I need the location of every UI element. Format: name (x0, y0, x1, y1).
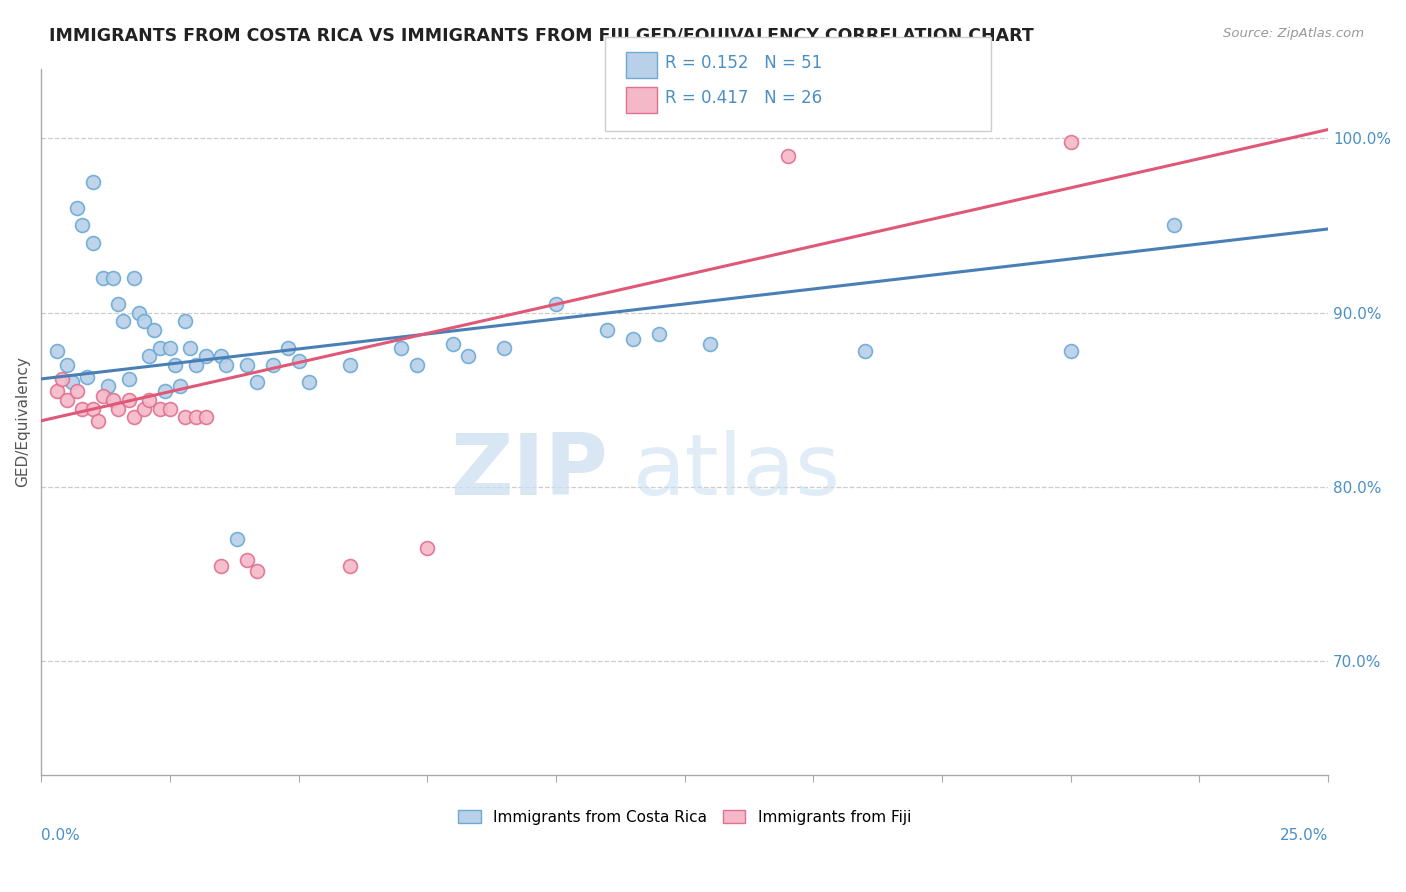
Point (66, 384, 89, 399)
Point (91, 389, 114, 403)
Point (60, 376, 83, 390)
Point (494, 341, 516, 355)
Point (82, 235, 104, 250)
Point (544, 297, 567, 311)
Point (298, 376, 321, 390)
Point (699, 337, 721, 351)
Point (391, 341, 413, 355)
Point (236, 358, 259, 372)
Point (72, 401, 94, 416)
Point (122, 270, 145, 285)
Point (56, 358, 79, 372)
Point (225, 533, 247, 547)
Text: R = 0.417   N = 26: R = 0.417 N = 26 (665, 89, 823, 107)
Point (174, 314, 197, 328)
Point (45, 384, 67, 399)
Text: Source: ZipAtlas.com: Source: ZipAtlas.com (1223, 27, 1364, 40)
Point (236, 553, 259, 567)
Point (194, 349, 217, 363)
Point (406, 358, 429, 372)
Point (159, 401, 181, 416)
Point (97, 379, 120, 393)
Point (339, 558, 361, 573)
Point (107, 297, 129, 311)
Point (416, 541, 439, 555)
Point (441, 337, 464, 351)
Point (148, 401, 170, 416)
Point (169, 379, 191, 393)
Point (112, 314, 135, 328)
Point (122, 410, 145, 425)
Point (209, 349, 232, 363)
Point (159, 341, 181, 355)
Point (128, 306, 150, 320)
Legend: Immigrants from Costa Rica, Immigrants from Fiji: Immigrants from Costa Rica, Immigrants f… (453, 804, 917, 830)
Point (138, 349, 160, 363)
Point (596, 323, 619, 337)
Point (246, 564, 269, 578)
Point (117, 372, 139, 386)
Point (45, 344, 67, 359)
Point (138, 392, 160, 407)
Point (648, 326, 671, 341)
Point (262, 358, 284, 372)
Point (143, 323, 166, 337)
Text: R = 0.152   N = 51: R = 0.152 N = 51 (665, 54, 823, 72)
Point (82, 401, 104, 416)
Point (87, 414, 110, 428)
Point (339, 358, 361, 372)
Point (194, 410, 217, 425)
Point (457, 349, 479, 363)
Point (66, 201, 89, 215)
Point (776, 149, 799, 163)
Point (215, 358, 238, 372)
Point (132, 314, 155, 328)
Point (103, 270, 125, 285)
Point (117, 392, 139, 407)
Point (184, 410, 207, 425)
Point (277, 341, 299, 355)
Point (72, 219, 94, 233)
Point (153, 384, 176, 399)
Point (103, 392, 125, 407)
Point (107, 401, 129, 416)
Point (51, 372, 73, 386)
Point (621, 332, 644, 346)
Text: atlas: atlas (633, 430, 841, 513)
Point (1060, 135, 1083, 149)
Point (184, 358, 207, 372)
Point (163, 358, 186, 372)
Point (287, 354, 309, 368)
Point (76, 370, 98, 384)
Text: IMMIGRANTS FROM COSTA RICA VS IMMIGRANTS FROM FIJI GED/EQUIVALENCY CORRELATION C: IMMIGRANTS FROM COSTA RICA VS IMMIGRANTS… (49, 27, 1033, 45)
Text: 0.0%: 0.0% (41, 828, 80, 843)
Point (246, 376, 269, 390)
Point (853, 344, 876, 359)
Point (1060, 344, 1083, 359)
Point (82, 175, 104, 189)
Point (174, 410, 197, 425)
Text: 25.0%: 25.0% (1279, 828, 1329, 843)
Y-axis label: GED/Equivalency: GED/Equivalency (15, 356, 30, 487)
Point (179, 341, 201, 355)
Point (56, 392, 79, 407)
Point (148, 341, 170, 355)
Point (1163, 219, 1185, 233)
Text: ZIP: ZIP (450, 430, 607, 513)
Point (209, 558, 232, 573)
Point (91, 270, 114, 285)
Point (132, 401, 155, 416)
